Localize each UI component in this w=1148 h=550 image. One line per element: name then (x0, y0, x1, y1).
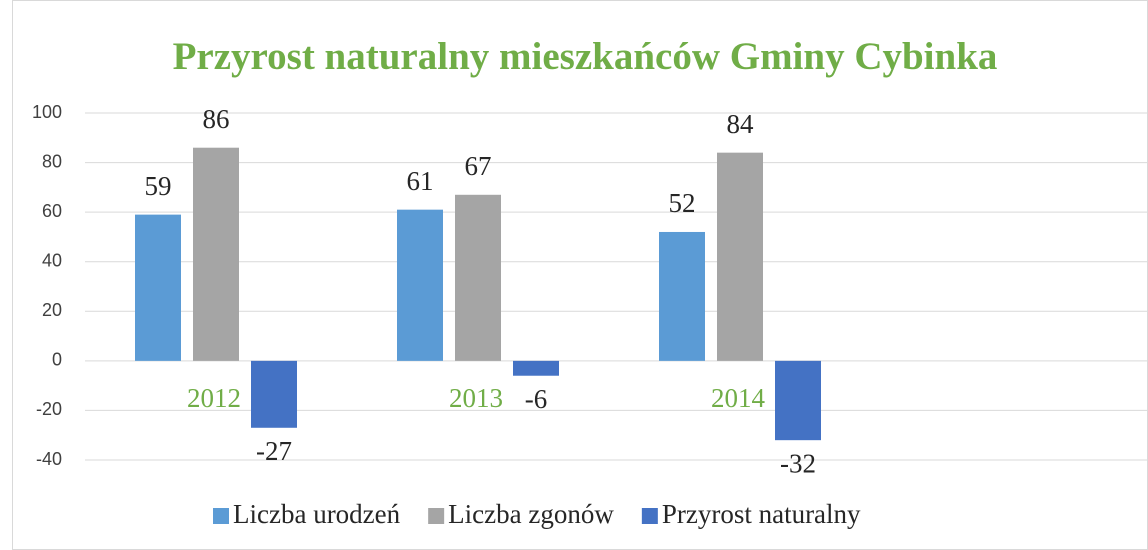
x-tick-label: 2012 (187, 383, 241, 413)
bar (251, 360, 297, 428)
data-label: -6 (525, 384, 548, 414)
data-label: -27 (256, 436, 292, 466)
legend-swatch (641, 508, 658, 524)
y-tick-label: -40 (36, 449, 62, 469)
y-tick-label: 0 (52, 350, 62, 370)
data-label: 67 (465, 151, 492, 181)
x-tick-label: 2014 (711, 383, 766, 413)
legend-label: Przyrost naturalny (662, 499, 861, 529)
bar (513, 360, 559, 376)
data-label: 86 (203, 104, 230, 134)
y-tick-label: 60 (42, 201, 62, 221)
bar (717, 152, 763, 361)
y-tick-label: -20 (36, 399, 62, 419)
bar (193, 147, 239, 361)
legend-swatch (213, 508, 229, 524)
y-tick-label: 80 (42, 151, 62, 171)
data-label: 84 (727, 109, 755, 139)
chart-border (12, 0, 1148, 550)
legend-label: Liczba urodzeń (233, 499, 401, 529)
data-label: 59 (145, 171, 172, 201)
bar (135, 214, 181, 361)
data-label: -32 (780, 448, 816, 478)
y-tick-label: 100 (32, 102, 62, 122)
bar (397, 209, 443, 361)
legend-swatch (428, 508, 445, 524)
bar (775, 360, 821, 441)
x-tick-label: 2013 (449, 383, 503, 413)
bar (659, 231, 705, 361)
y-tick-label: 20 (42, 300, 62, 320)
legend-label: Liczba zgonów (448, 499, 614, 529)
data-label: 52 (669, 188, 696, 218)
chart-title: Przyrost naturalny mieszkańców Gminy Cyb… (173, 35, 998, 78)
bar (455, 194, 501, 361)
data-label: 61 (407, 166, 434, 196)
y-tick-label: 40 (42, 250, 62, 270)
